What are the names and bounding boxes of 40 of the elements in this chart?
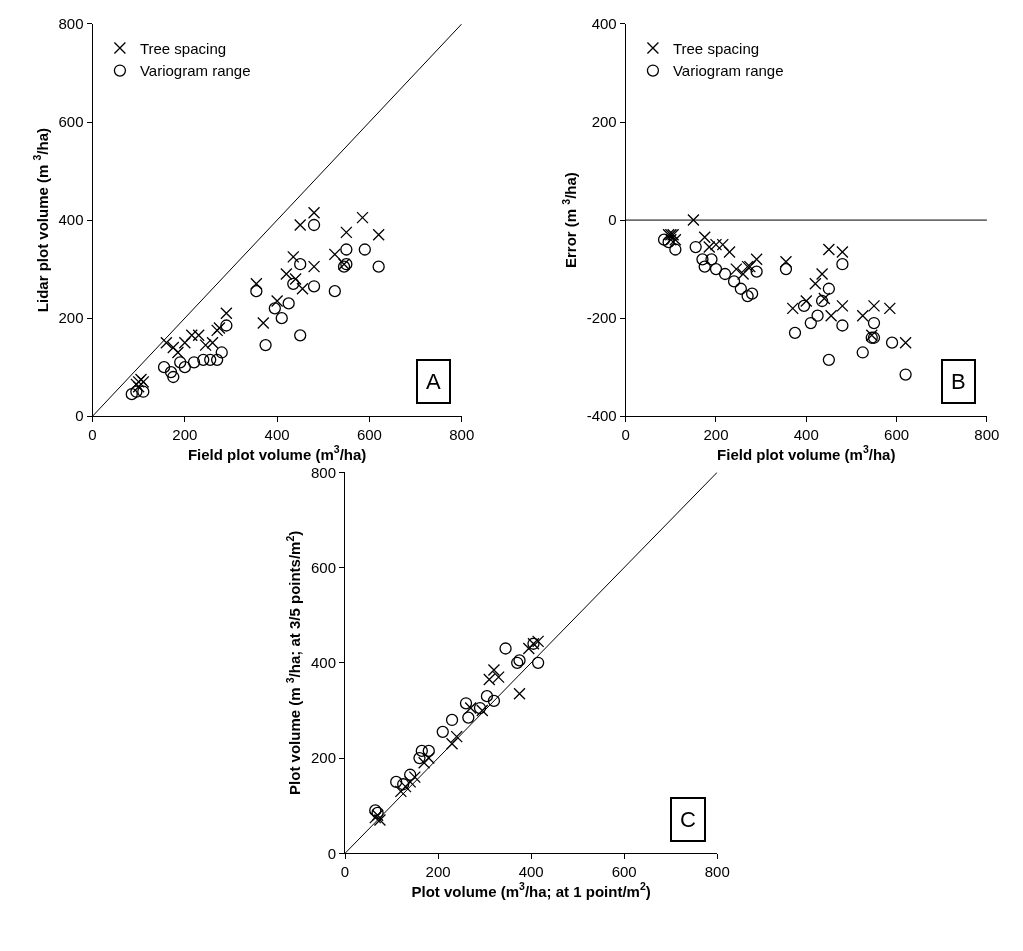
annotation: C <box>680 807 696 832</box>
y-tick-label: 0 <box>327 844 337 862</box>
annotation: B <box>951 369 966 394</box>
y-tick-label: -400 <box>586 407 617 425</box>
y-tick-label: 600 <box>311 558 337 576</box>
legend-label: Tree spacing <box>672 39 760 57</box>
annotation: A <box>426 369 441 394</box>
legend-label: Tree spacing <box>139 39 227 57</box>
x-tick-label: 200 <box>172 426 198 444</box>
y-tick-label: 0 <box>608 211 617 229</box>
legend-label: Variogram range <box>139 62 251 80</box>
x-axis-title: Plot volume (m$^{3}$/ha; at 1 point/m$^{2}$) <box>411 880 651 900</box>
y-tick-label: 800 <box>58 15 84 33</box>
y-tick-label: 400 <box>591 15 617 33</box>
x-tick-label: 0 <box>88 426 97 444</box>
y-tick-label: 0 <box>75 407 84 425</box>
x-tick-label: 0 <box>621 426 630 444</box>
x-tick-label: 600 <box>884 426 910 444</box>
y-tick-label: 800 <box>311 463 337 481</box>
y-tick-label: -200 <box>586 309 617 327</box>
legend-label: Variogram range <box>672 62 784 80</box>
y-tick-label: 200 <box>58 309 84 327</box>
y-tick-label: 200 <box>591 113 617 131</box>
x-tick-label: 400 <box>264 426 290 444</box>
x-tick-label: 800 <box>974 426 1000 444</box>
x-tick-label: 800 <box>449 426 475 444</box>
y-tick-label: 200 <box>311 749 337 767</box>
x-axis-title: Field plot volume (m$^{3}$/ha) <box>187 443 367 463</box>
x-tick-label: 400 <box>793 426 819 444</box>
x-tick-label: 600 <box>611 863 637 881</box>
x-tick-label: 200 <box>425 863 451 881</box>
x-tick-label: 400 <box>518 863 544 881</box>
x-tick-label: 800 <box>704 863 730 881</box>
x-tick-label: 200 <box>703 426 729 444</box>
y-tick-label: 600 <box>58 113 84 131</box>
x-tick-label: 600 <box>356 426 382 444</box>
x-axis-title: Field plot volume (m$^{3}$/ha) <box>717 443 896 463</box>
y-tick-label: 400 <box>311 654 337 672</box>
y-tick-label: 400 <box>58 211 84 229</box>
x-tick-label: 0 <box>340 863 350 881</box>
